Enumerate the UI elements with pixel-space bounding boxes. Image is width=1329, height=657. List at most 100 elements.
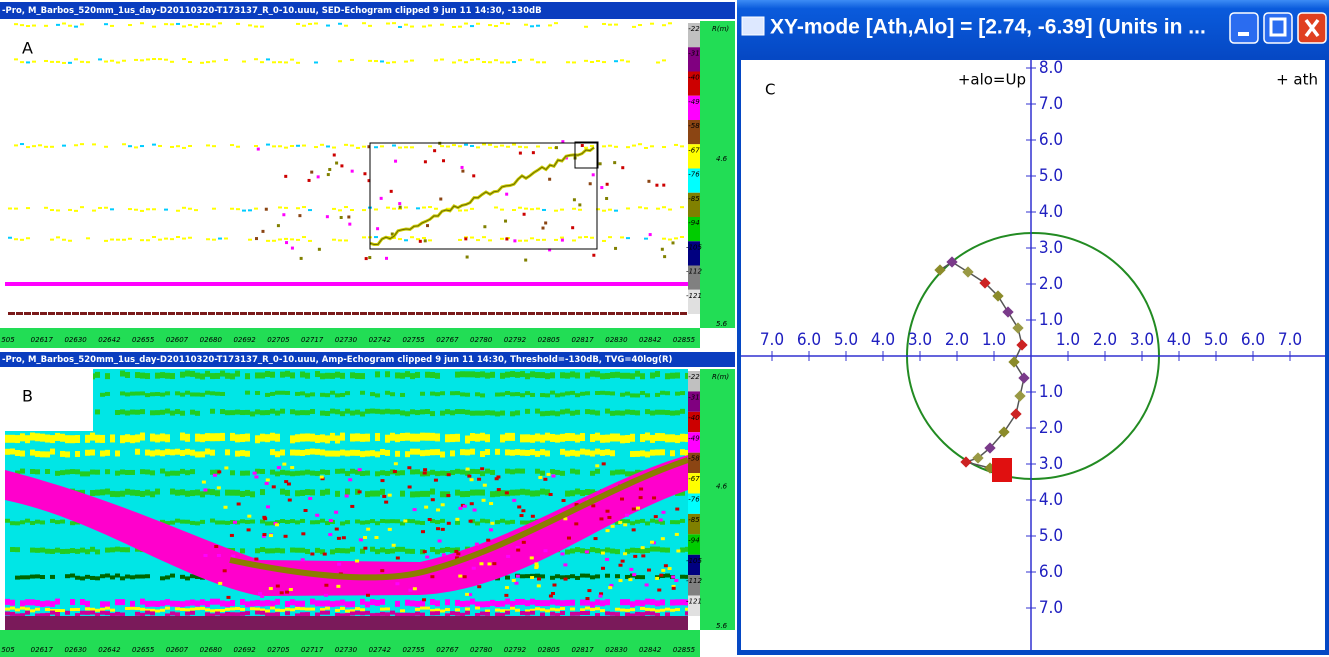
echo-dot <box>56 236 60 238</box>
echo-dot <box>632 573 636 576</box>
echo-band <box>340 373 345 379</box>
ping-label: 02780 <box>470 646 493 654</box>
echo-dot <box>296 239 300 241</box>
echo-band <box>555 608 560 611</box>
echo-dot <box>56 24 60 26</box>
echo-band <box>400 373 405 379</box>
echo-band <box>130 607 135 610</box>
window-button-max[interactable] <box>1264 13 1292 43</box>
echo-dot <box>104 61 108 63</box>
echo-band <box>180 489 185 495</box>
echo-dot <box>217 486 221 489</box>
echo-band <box>375 433 380 441</box>
echo-band <box>215 599 220 605</box>
echo-band <box>680 434 685 442</box>
echo-band <box>620 599 625 605</box>
y-tick-label: 1.0 <box>1039 382 1063 402</box>
echo-band <box>535 490 540 496</box>
ping-label: 02630 <box>64 336 87 344</box>
echo-band <box>655 410 660 415</box>
echo-band <box>480 490 485 496</box>
echo-band <box>105 548 110 553</box>
echo-band <box>245 373 250 379</box>
echo-layer <box>280 312 287 315</box>
echo-dot <box>386 207 390 209</box>
echo-band <box>470 371 475 377</box>
echo-dot <box>428 24 432 26</box>
echo-band <box>300 612 305 616</box>
echo-band <box>80 471 85 476</box>
echo-dot <box>290 466 294 469</box>
echo-dot <box>8 208 12 210</box>
echo-dot <box>224 466 228 469</box>
echo-band <box>205 433 210 441</box>
echo-band <box>330 601 335 607</box>
echo-dot <box>296 23 300 25</box>
echo-band <box>615 608 620 611</box>
echo-band <box>265 600 270 606</box>
echo-band <box>320 611 325 615</box>
window-button-close[interactable] <box>1298 13 1326 43</box>
echo-band <box>40 451 45 457</box>
echo-band <box>540 435 545 443</box>
echo-band <box>320 519 325 523</box>
echo-band <box>210 609 215 612</box>
echo-band <box>265 613 270 617</box>
echo-dot <box>230 534 234 537</box>
echo-band <box>50 601 55 607</box>
echo-band <box>605 435 610 443</box>
echo-band <box>140 391 145 395</box>
x-tick-label: 2.0 <box>1093 330 1117 350</box>
echo-dot <box>430 575 434 578</box>
echo-band <box>660 547 665 552</box>
ping-label: 505 <box>1 336 15 344</box>
echo-band <box>95 372 100 378</box>
echo-band <box>305 393 310 397</box>
x-tick-label: 7.0 <box>760 330 784 350</box>
echo-band <box>30 548 35 553</box>
echo-band <box>660 599 665 605</box>
echo-dot <box>122 60 126 62</box>
echo-dot <box>86 237 90 239</box>
echo-dot <box>422 207 426 209</box>
echo-dot <box>140 210 144 212</box>
echo-band <box>140 469 145 474</box>
echo-dot <box>506 23 510 25</box>
echo-dot <box>26 25 30 27</box>
echo-band <box>300 410 305 415</box>
echo-dot <box>317 175 320 178</box>
echo-dot <box>50 146 54 148</box>
echo-band <box>575 372 580 378</box>
echo-dot <box>470 145 474 147</box>
echo-dot <box>464 61 468 63</box>
echo-dot <box>182 207 186 209</box>
echo-dot <box>308 23 312 25</box>
window-button-min[interactable] <box>1230 13 1258 43</box>
echo-band <box>510 411 515 416</box>
echo-dot <box>392 145 396 147</box>
echo-layer <box>680 312 687 315</box>
echo-band <box>35 548 40 553</box>
echo-band <box>675 435 680 443</box>
echo-band <box>585 373 590 379</box>
echo-dot <box>276 585 280 588</box>
echo-band <box>430 449 435 455</box>
echo-dot <box>158 145 162 147</box>
echo-dot <box>247 515 251 518</box>
echo-dot <box>644 147 648 149</box>
echo-band <box>520 434 525 442</box>
x-tick-label: 3.0 <box>1130 330 1154 350</box>
echo-dot <box>602 23 606 25</box>
echo-band <box>185 470 190 475</box>
echo-dot <box>477 478 481 481</box>
echo-band <box>400 410 405 415</box>
echo-band <box>60 520 65 524</box>
echo-band <box>260 611 265 615</box>
panel-label: A <box>22 39 33 58</box>
echo-band <box>330 433 335 441</box>
echo-band <box>670 411 675 416</box>
echo-band <box>275 411 280 416</box>
echo-band <box>680 575 685 579</box>
echo-band <box>670 600 675 606</box>
echo-layer <box>608 312 615 315</box>
